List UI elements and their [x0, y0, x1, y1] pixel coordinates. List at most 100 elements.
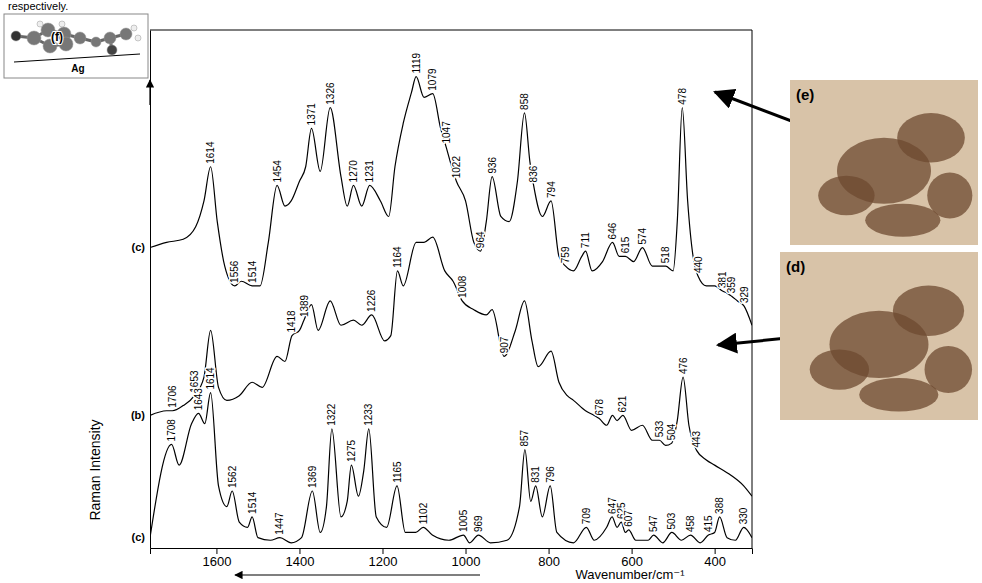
peak-label: 1643 [193, 388, 204, 411]
peak-label: 1047 [441, 121, 452, 144]
peak-label: 443 [691, 430, 702, 447]
atom [37, 21, 43, 27]
x-tick-mark [382, 548, 383, 554]
inset: (f) Ag [4, 14, 148, 78]
series-label: (b) [131, 409, 145, 421]
inset-label: (f) [51, 30, 63, 44]
atom [27, 31, 41, 45]
y-axis [150, 31, 151, 549]
x-tick: 1600 [202, 548, 231, 569]
spectrum-line [150, 77, 752, 326]
peak-label: 1079 [427, 68, 438, 91]
peak-label: 1447 [274, 512, 285, 535]
arrow [149, 80, 150, 105]
peak-label: 1418 [286, 310, 297, 333]
peak-label: 1164 [392, 246, 403, 268]
particle [897, 113, 965, 163]
series-label: (c) [132, 531, 146, 543]
atom [120, 28, 132, 40]
peak-label: 1562 [227, 465, 238, 488]
x-tick: 400 [704, 548, 726, 569]
x-tick-mark [216, 548, 217, 554]
peak-label: 440 [693, 256, 704, 273]
peak-label: 1556 [229, 260, 240, 283]
particle [859, 378, 938, 412]
micrograph: (d) [780, 252, 978, 420]
atom [104, 32, 116, 44]
atom [131, 25, 137, 31]
peak-label: 1369 [307, 465, 318, 488]
peak-label: 1226 [366, 289, 377, 312]
peak-label: 759 [560, 246, 571, 263]
peak-label: 964 [475, 231, 486, 248]
peak-label: 1165 [392, 461, 403, 483]
x-tick: 1200 [369, 548, 398, 569]
x-tick-label: 1400 [286, 554, 315, 569]
peak-label: 709 [581, 507, 592, 524]
peak-label: 478 [677, 88, 688, 105]
x-tick-mark [715, 548, 716, 554]
peak-label: 794 [546, 181, 557, 198]
peak-label: 711 [580, 232, 591, 248]
peak-label: 615 [620, 236, 631, 253]
inset-frame [4, 14, 148, 78]
peak-label: 1708 [166, 419, 177, 442]
caption-fragment: respectively. [8, 0, 68, 12]
x-tick-label: 1000 [452, 554, 481, 569]
annotations: 1614155615141454137113261270123111191079… [131, 52, 750, 543]
micrograph-label: (e) [796, 86, 814, 103]
peak-label: 359 [726, 276, 737, 293]
peak-label: 1514 [247, 491, 258, 514]
peak-label: 1614 [205, 367, 216, 390]
atom [74, 32, 86, 44]
peak-label: 574 [637, 227, 648, 244]
peak-label: 1119 [411, 52, 422, 73]
x-tick: 1400 [286, 548, 315, 569]
peak-label: 329 [739, 286, 750, 303]
x-tick-label: 400 [704, 554, 726, 569]
peak-label: 388 [714, 497, 725, 514]
x-tick-label: 800 [538, 554, 560, 569]
micrograph-ground [790, 80, 978, 245]
surface-label: Ag [71, 63, 84, 74]
spectra [150, 77, 752, 543]
plot-frame [150, 30, 752, 548]
atom [11, 31, 21, 41]
peak-label: 1514 [247, 260, 258, 283]
peak-label: 415 [703, 515, 714, 532]
x-axis-title: Wavenumber/cm⁻¹ [576, 567, 686, 582]
particle [818, 176, 874, 216]
series-label: (c) [132, 241, 146, 253]
peak-label: 1454 [272, 160, 283, 183]
y-axis-line [150, 31, 151, 549]
peak-label: 858 [519, 93, 530, 110]
peak-label: 1008 [457, 275, 468, 298]
peak-label: 1389 [299, 294, 310, 317]
peak-label: 621 [617, 395, 628, 412]
particle [893, 286, 964, 336]
spectrum-line [150, 393, 752, 543]
particle [865, 204, 940, 237]
peak-label: 646 [607, 222, 618, 239]
x-tick-label: 1200 [369, 554, 398, 569]
peak-label: 969 [473, 515, 484, 532]
atom [135, 35, 141, 41]
x-tick: 1000 [452, 548, 481, 569]
spectrum-line [150, 237, 752, 496]
chart-root: 1600140012001000800600400161415561514145… [0, 0, 982, 583]
peak-label: 1022 [451, 156, 462, 179]
peak-label: 503 [666, 512, 677, 529]
peak-label: 1231 [364, 160, 375, 183]
x-tick: 800 [538, 548, 560, 569]
peak-label: 476 [678, 357, 689, 374]
peak-label: 1706 [167, 385, 178, 408]
atom [59, 21, 65, 27]
peak-label: 836 [528, 165, 539, 182]
peak-label: 1102 [418, 502, 429, 524]
micrograph: (e) [790, 80, 978, 245]
peak-label: 518 [660, 246, 671, 263]
peak-label: 458 [685, 515, 696, 532]
x-tick-mark [466, 548, 467, 554]
peak-label: 907 [499, 336, 510, 353]
atom [107, 45, 117, 55]
